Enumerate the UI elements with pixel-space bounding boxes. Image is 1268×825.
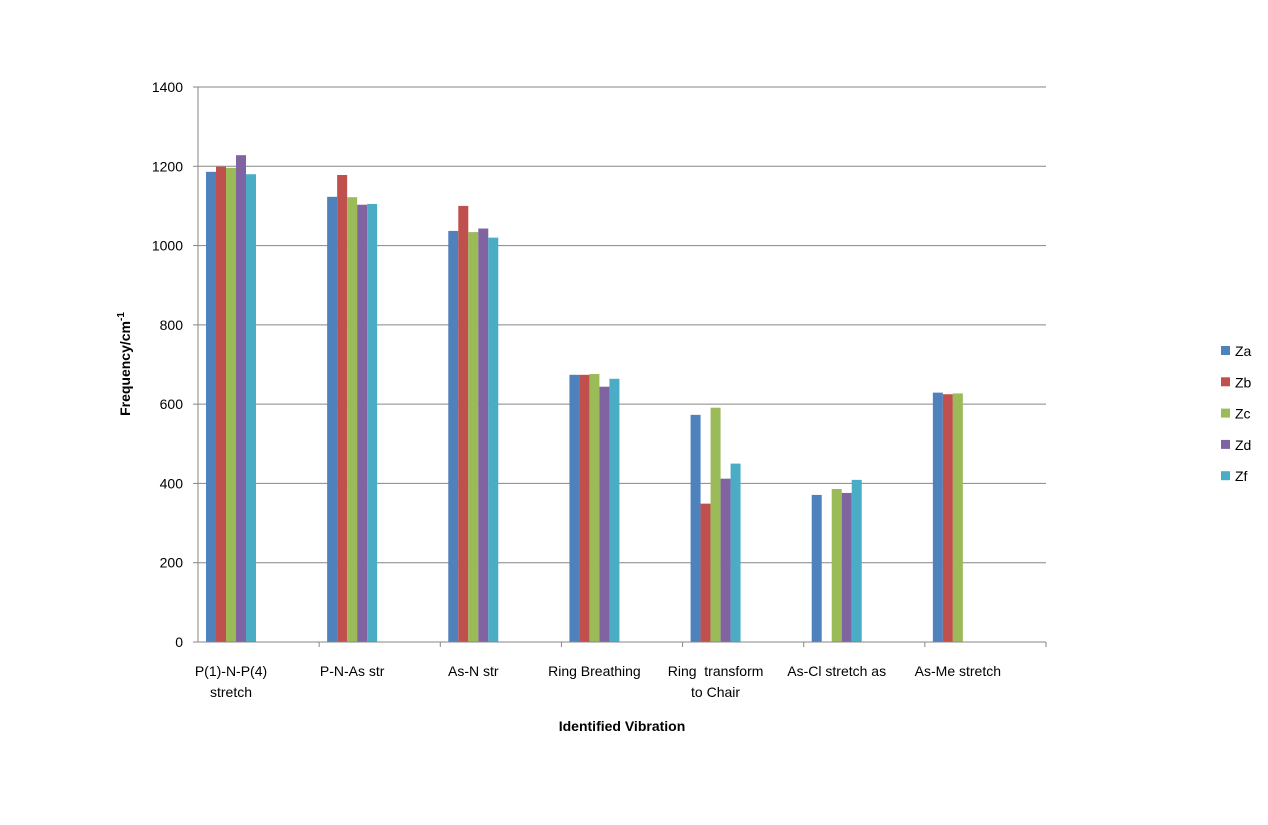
bar-za xyxy=(448,230,459,642)
bar-zc xyxy=(226,167,236,642)
bar-zb xyxy=(337,175,348,642)
bar-za xyxy=(811,494,822,642)
legend-swatch-zf xyxy=(1221,471,1230,481)
legend: Za Zb Zc Zd Zf xyxy=(1221,343,1252,484)
bar-zf xyxy=(246,174,256,642)
bar-za xyxy=(690,414,701,642)
bar-zd xyxy=(841,492,852,642)
bar-zd xyxy=(720,478,731,642)
bar-zc xyxy=(468,232,479,643)
y-tick-label: 1400 xyxy=(152,79,183,95)
legend-label-zf: Zf xyxy=(1235,468,1248,484)
bar-zc xyxy=(952,393,963,642)
y-axis-title-superscript: -1 xyxy=(116,312,127,321)
legend-swatch-za xyxy=(1221,346,1230,355)
bar-zc xyxy=(347,197,358,642)
x-axis-title: Identified Vibration xyxy=(559,718,686,734)
y-tick-label: 600 xyxy=(160,396,184,412)
y-tick-label: 200 xyxy=(160,555,184,571)
y-tick-label: 1000 xyxy=(152,238,183,254)
x-category-label: P(1)-N-P(4) stretch xyxy=(195,663,267,700)
legend-label-za: Za xyxy=(1235,343,1252,359)
bar-zd xyxy=(478,228,489,642)
y-tick-label: 400 xyxy=(160,475,184,491)
x-category-label: As-N str xyxy=(448,663,499,679)
bar-zf xyxy=(367,203,378,643)
bar-zd xyxy=(599,386,610,642)
bar-zf xyxy=(609,378,620,642)
bar-za xyxy=(932,392,943,642)
y-axis-title: Frequency/cm-1 xyxy=(116,312,133,416)
legend-label-zd: Zd xyxy=(1235,437,1251,453)
bar-zc xyxy=(710,407,721,642)
bar-zf xyxy=(851,479,862,642)
bar-zb xyxy=(579,374,590,642)
gridlines xyxy=(193,86,1046,643)
x-category-label: P-N-As str xyxy=(320,663,385,679)
x-category-label: Ring transform to Chair xyxy=(668,663,764,700)
y-tick-labels: 0 200 400 600 800 1000 1200 1400 xyxy=(152,79,183,650)
bar-zb xyxy=(458,205,469,642)
x-category-label: Ring Breathing xyxy=(548,663,641,679)
legend-label-zb: Zb xyxy=(1235,374,1252,390)
y-tick-label: 800 xyxy=(160,317,184,333)
bar-zf xyxy=(488,237,499,642)
x-category-label: As-Me stretch xyxy=(915,663,1001,679)
bar-zf xyxy=(730,463,741,642)
bar-zd xyxy=(236,155,246,642)
legend-swatch-zb xyxy=(1221,377,1230,387)
legend-swatch-zc xyxy=(1221,408,1230,418)
y-axis-title-main: Frequency/cm xyxy=(117,321,133,416)
bar-zd xyxy=(357,204,368,642)
legend-swatch-zd xyxy=(1221,439,1230,449)
bars xyxy=(206,155,963,643)
x-category-labels: P(1)-N-P(4) stretch P-N-As str As-N str Ring… xyxy=(195,663,1001,700)
y-tick-label: 1200 xyxy=(152,158,183,174)
bar-zb xyxy=(216,166,226,643)
y-tick-label: 0 xyxy=(175,634,183,650)
bar-zc xyxy=(831,488,842,642)
bar-zb xyxy=(700,503,711,642)
bar-za xyxy=(569,374,580,642)
bar-zc xyxy=(589,374,600,642)
bar-za xyxy=(327,196,338,642)
bar-za xyxy=(206,171,216,643)
x-category-label: As-Cl stretch as xyxy=(787,663,886,679)
legend-label-zc: Zc xyxy=(1235,406,1251,422)
bar-zb xyxy=(942,394,953,642)
axes xyxy=(197,87,1047,647)
